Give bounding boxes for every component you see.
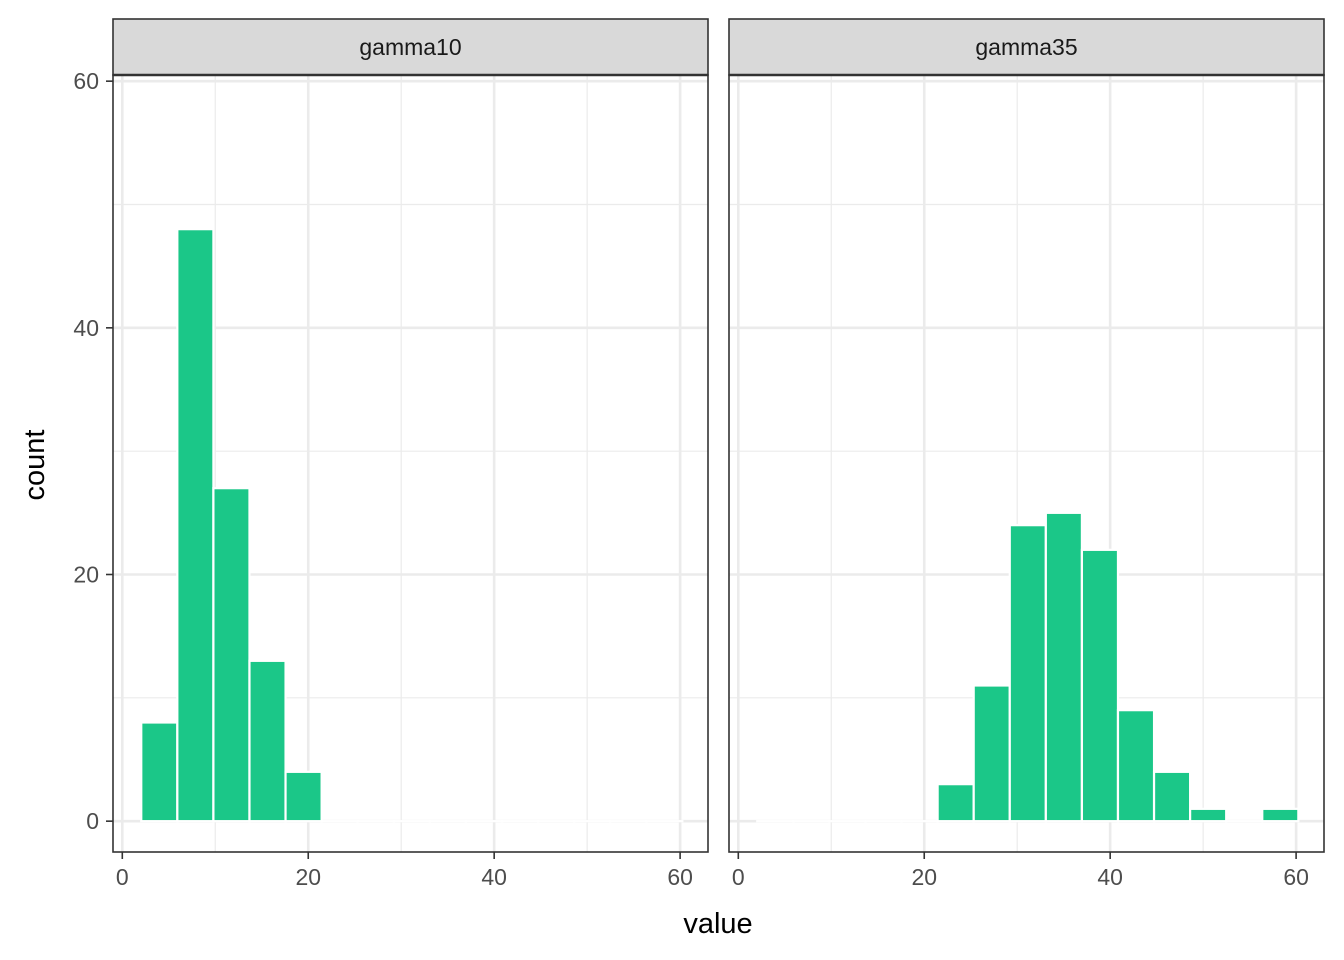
x-axis-title: value xyxy=(683,908,752,940)
y-axis-title: count xyxy=(19,430,51,501)
facet-strip xyxy=(728,18,1325,76)
histogram-bar-gamma35-8 xyxy=(1044,511,1084,823)
histogram-bar-gamma35-9 xyxy=(1080,548,1120,823)
histogram-bar-gamma10-1 xyxy=(176,228,215,823)
y-tick-label: 20 xyxy=(73,562,99,588)
x-tick-label: 40 xyxy=(481,864,507,890)
histogram-bar-gamma35-10 xyxy=(1116,709,1156,823)
histogram-bar-gamma35-6 xyxy=(972,684,1011,823)
y-tick-label: 0 xyxy=(86,808,99,834)
histogram-bar-gamma35-7 xyxy=(1008,524,1047,823)
histogram-bar-gamma35-12 xyxy=(1189,807,1228,823)
facet-panel-gamma10: gamma10 0 20 40 60 xyxy=(112,18,709,890)
y-tick-label: 60 xyxy=(73,68,99,94)
histogram-bar-gamma10-2 xyxy=(212,487,251,823)
histogram-bar-gamma35-14 xyxy=(1261,807,1300,823)
histogram-bar-gamma35-11 xyxy=(1152,770,1192,823)
facet-panels: gamma10 0 20 40 60 gamma35 0 20 40 60 xyxy=(112,18,1325,890)
x-tick-label: 40 xyxy=(1097,864,1123,890)
facet-panel-gamma35: gamma35 0 20 40 60 xyxy=(728,18,1325,890)
x-tick-label: 60 xyxy=(1283,864,1309,890)
histogram-bar-gamma10-3 xyxy=(248,659,287,823)
histogram-bar-gamma10-0 xyxy=(140,721,179,823)
histogram-bar-gamma35-5 xyxy=(936,783,975,823)
y-tick-label: 40 xyxy=(73,315,99,341)
x-tick-label: 0 xyxy=(732,864,745,890)
histogram-bar-gamma10-4 xyxy=(284,770,323,823)
x-tick-label: 60 xyxy=(667,864,693,890)
facet-strip-label: gamma35 xyxy=(975,34,1077,60)
facet-strip xyxy=(112,18,709,76)
x-tick-label: 0 xyxy=(116,864,129,890)
y-axis: 0 20 40 60 xyxy=(73,68,113,834)
facet-strip-label: gamma10 xyxy=(359,34,461,60)
x-tick-label: 20 xyxy=(911,864,937,890)
x-tick-label: 20 xyxy=(295,864,321,890)
